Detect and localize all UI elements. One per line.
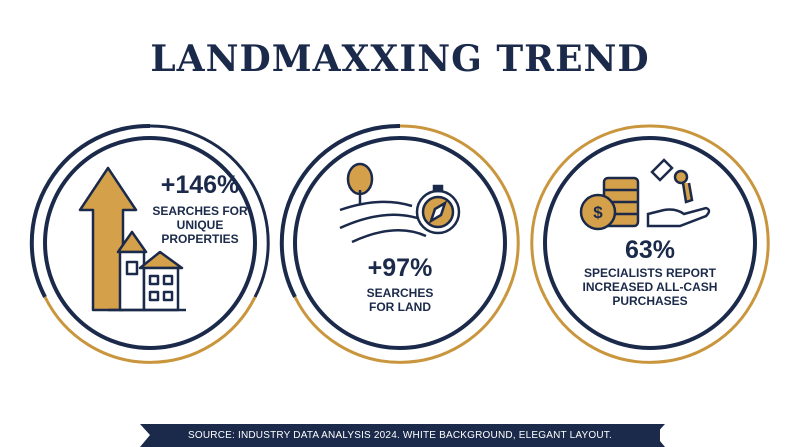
- cash-icon: $: [579, 158, 711, 231]
- arrow-house-icon: [78, 166, 186, 312]
- ring-arc: [279, 123, 401, 298]
- ring-arc: [649, 124, 770, 298]
- stat-value: 63%: [624, 236, 676, 264]
- ring-arc: [543, 296, 757, 364]
- ring: [43, 136, 257, 350]
- ring-arc: [293, 296, 507, 364]
- ring-arc: [29, 123, 151, 298]
- ring-arc: [43, 296, 257, 364]
- stat-label: SEARCHES FOR LAND: [366, 286, 434, 314]
- ring-arc: [399, 124, 520, 298]
- stat-value: +146%: [160, 171, 240, 199]
- ring-arc: [530, 124, 651, 298]
- ring-arc: [149, 124, 270, 298]
- title: LANDMAXXING TREND: [150, 38, 650, 80]
- stat-label: SEARCHES FOR UNIQUE PROPERTIES: [152, 204, 248, 246]
- source-note: SOURCE: INDUSTRY DATA ANALYSIS 2024. WHI…: [188, 430, 612, 441]
- svg-text:$: $: [593, 203, 603, 222]
- footer-ribbon: [140, 424, 665, 447]
- ring: [293, 136, 507, 350]
- stat-value: +97%: [367, 254, 433, 282]
- land-icon: [339, 162, 461, 244]
- ring: [543, 136, 757, 350]
- stat-label: SPECIALISTS REPORT INCREASED ALL-CASH PU…: [582, 266, 718, 308]
